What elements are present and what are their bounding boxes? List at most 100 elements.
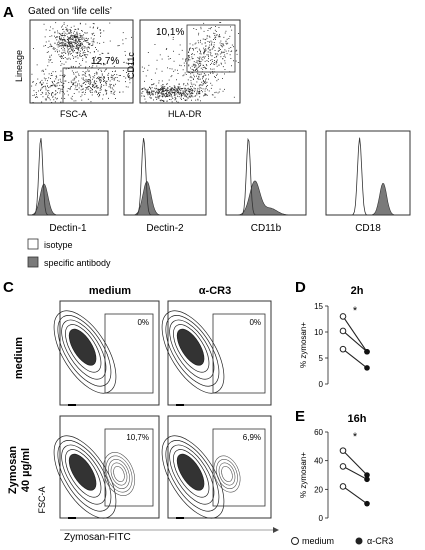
contour-line — [161, 310, 225, 394]
gate-box — [104, 428, 154, 507]
panel-label-d: D — [295, 279, 306, 296]
histogram-row: Dectin-1 Dectin-2 CD11b CD18 — [27, 130, 411, 234]
panel-label-c: C — [3, 279, 14, 296]
data-point-acr3 — [364, 348, 370, 355]
contour-line — [216, 459, 238, 489]
y-tick-label: 0 — [319, 514, 324, 523]
data-point-medium — [339, 345, 347, 353]
contour-line — [176, 453, 205, 491]
legend-swatch-specific — [27, 256, 39, 268]
data-point-acr3 — [364, 472, 370, 478]
y-axis-label: Lineage — [14, 50, 24, 82]
contour-line — [65, 449, 102, 498]
gate-box — [212, 313, 266, 394]
histogram-dectin-2: Dectin-2 — [123, 130, 207, 234]
contour-plot: 6,9% — [161, 415, 272, 519]
dotplot-events — [31, 22, 132, 103]
y-tick-label: 0 — [319, 380, 324, 389]
y-tick-label: 5 — [319, 354, 324, 363]
histogram-dectin-1: Dectin-1 — [27, 130, 109, 234]
gate-box — [62, 67, 134, 104]
contour-line — [218, 462, 236, 486]
histogram-label: CD18 — [355, 223, 381, 234]
contour-line — [173, 449, 210, 498]
gate-percentage: 10,7% — [126, 433, 149, 442]
pair-line — [342, 330, 368, 353]
contour-line — [102, 452, 136, 496]
data-point-medium — [339, 447, 347, 454]
legend-label-acr3: α-CR3 — [367, 536, 393, 546]
legend-label-specific: specific antibody — [44, 258, 111, 268]
significance-marker: * — [353, 431, 358, 443]
gate-percentage: 0% — [137, 318, 149, 327]
legend-de: medium α-CR3 — [291, 536, 393, 546]
pair-line — [342, 465, 368, 480]
contour-line — [165, 315, 220, 387]
contour-line — [108, 459, 130, 489]
contour-line — [161, 435, 225, 519]
contour-line — [105, 455, 133, 493]
contour-line — [176, 328, 205, 366]
histogram-isotype — [326, 137, 410, 216]
row-header-medium: medium — [13, 337, 25, 379]
contour-line — [221, 465, 233, 483]
contour-line — [61, 319, 107, 380]
data-point-medium — [339, 483, 347, 490]
panel-label-e: E — [295, 408, 305, 425]
x-axis-arrowhead — [273, 527, 279, 533]
data-point-medium — [339, 327, 347, 335]
y-tick-label: 20 — [314, 485, 323, 494]
pair-line — [342, 316, 368, 353]
y-axis-label: CD11c — [126, 52, 136, 79]
histogram-label: Dectin-1 — [49, 223, 87, 234]
x-axis-label: HLA-DR — [168, 109, 202, 119]
contour-line — [68, 328, 97, 366]
y-tick-label: 10 — [314, 328, 323, 337]
data-point-acr3 — [364, 476, 370, 483]
significance-marker: * — [353, 305, 358, 317]
contour-grid: 0% 0% 10,7% 6,9% — [53, 300, 272, 519]
histogram-label: CD11b — [251, 223, 282, 234]
histogram-isotype — [226, 137, 306, 216]
gate-box — [212, 428, 266, 507]
y-axis-label: % zymosan+ — [299, 452, 308, 498]
contour-line — [53, 310, 117, 394]
histogram-isotype — [28, 138, 108, 216]
data-point-acr3 — [364, 365, 370, 371]
gate-title: Gated on ‘life cells’ — [28, 6, 112, 17]
column-header-medium: medium — [89, 285, 131, 297]
y-axis-label-fsc: FSC-A — [37, 487, 47, 514]
contour-plot: 10,7% — [53, 415, 160, 519]
histogram-frame — [325, 130, 411, 216]
dotplot-hladr-cd11c: 10,1% CD11c HLA-DR — [126, 19, 241, 119]
panel-label-a: A — [3, 4, 14, 21]
legend-label-isotype: isotype — [44, 240, 73, 250]
histogram-frame — [123, 130, 207, 216]
row-header-zymosan-dose: 40 µg/ml — [20, 448, 32, 492]
pair-line — [342, 450, 368, 476]
histogram-cd11b: CD11b — [225, 130, 307, 234]
chart-title: 2h — [351, 285, 364, 297]
pair-line — [342, 348, 368, 369]
contour-line — [57, 440, 112, 512]
contour-line — [169, 444, 215, 505]
chart-2h: 0 5 10 15 2h % zymosan+ * — [299, 285, 370, 389]
histogram-isotype — [124, 138, 206, 216]
y-tick-label: 15 — [314, 302, 323, 311]
x-axis-label: FSC-A — [60, 109, 87, 119]
legend-b: isotype specific antibody — [27, 238, 111, 268]
contour-plot: 0% — [161, 300, 272, 406]
gate-percentage: 12,7% — [91, 56, 119, 67]
contour-line — [169, 319, 215, 380]
y-tick-label: 60 — [314, 428, 323, 437]
dotplot-events — [141, 22, 239, 103]
histogram-label: Dectin-2 — [146, 223, 184, 234]
legend-marker-acr3 — [355, 537, 363, 545]
column-header-acr3: α-CR3 — [199, 285, 231, 297]
panel-label-b: B — [3, 128, 14, 145]
data-point-medium — [339, 463, 347, 470]
contour-line — [110, 462, 128, 486]
data-point-medium — [339, 313, 347, 320]
legend-label-medium: medium — [302, 536, 334, 546]
